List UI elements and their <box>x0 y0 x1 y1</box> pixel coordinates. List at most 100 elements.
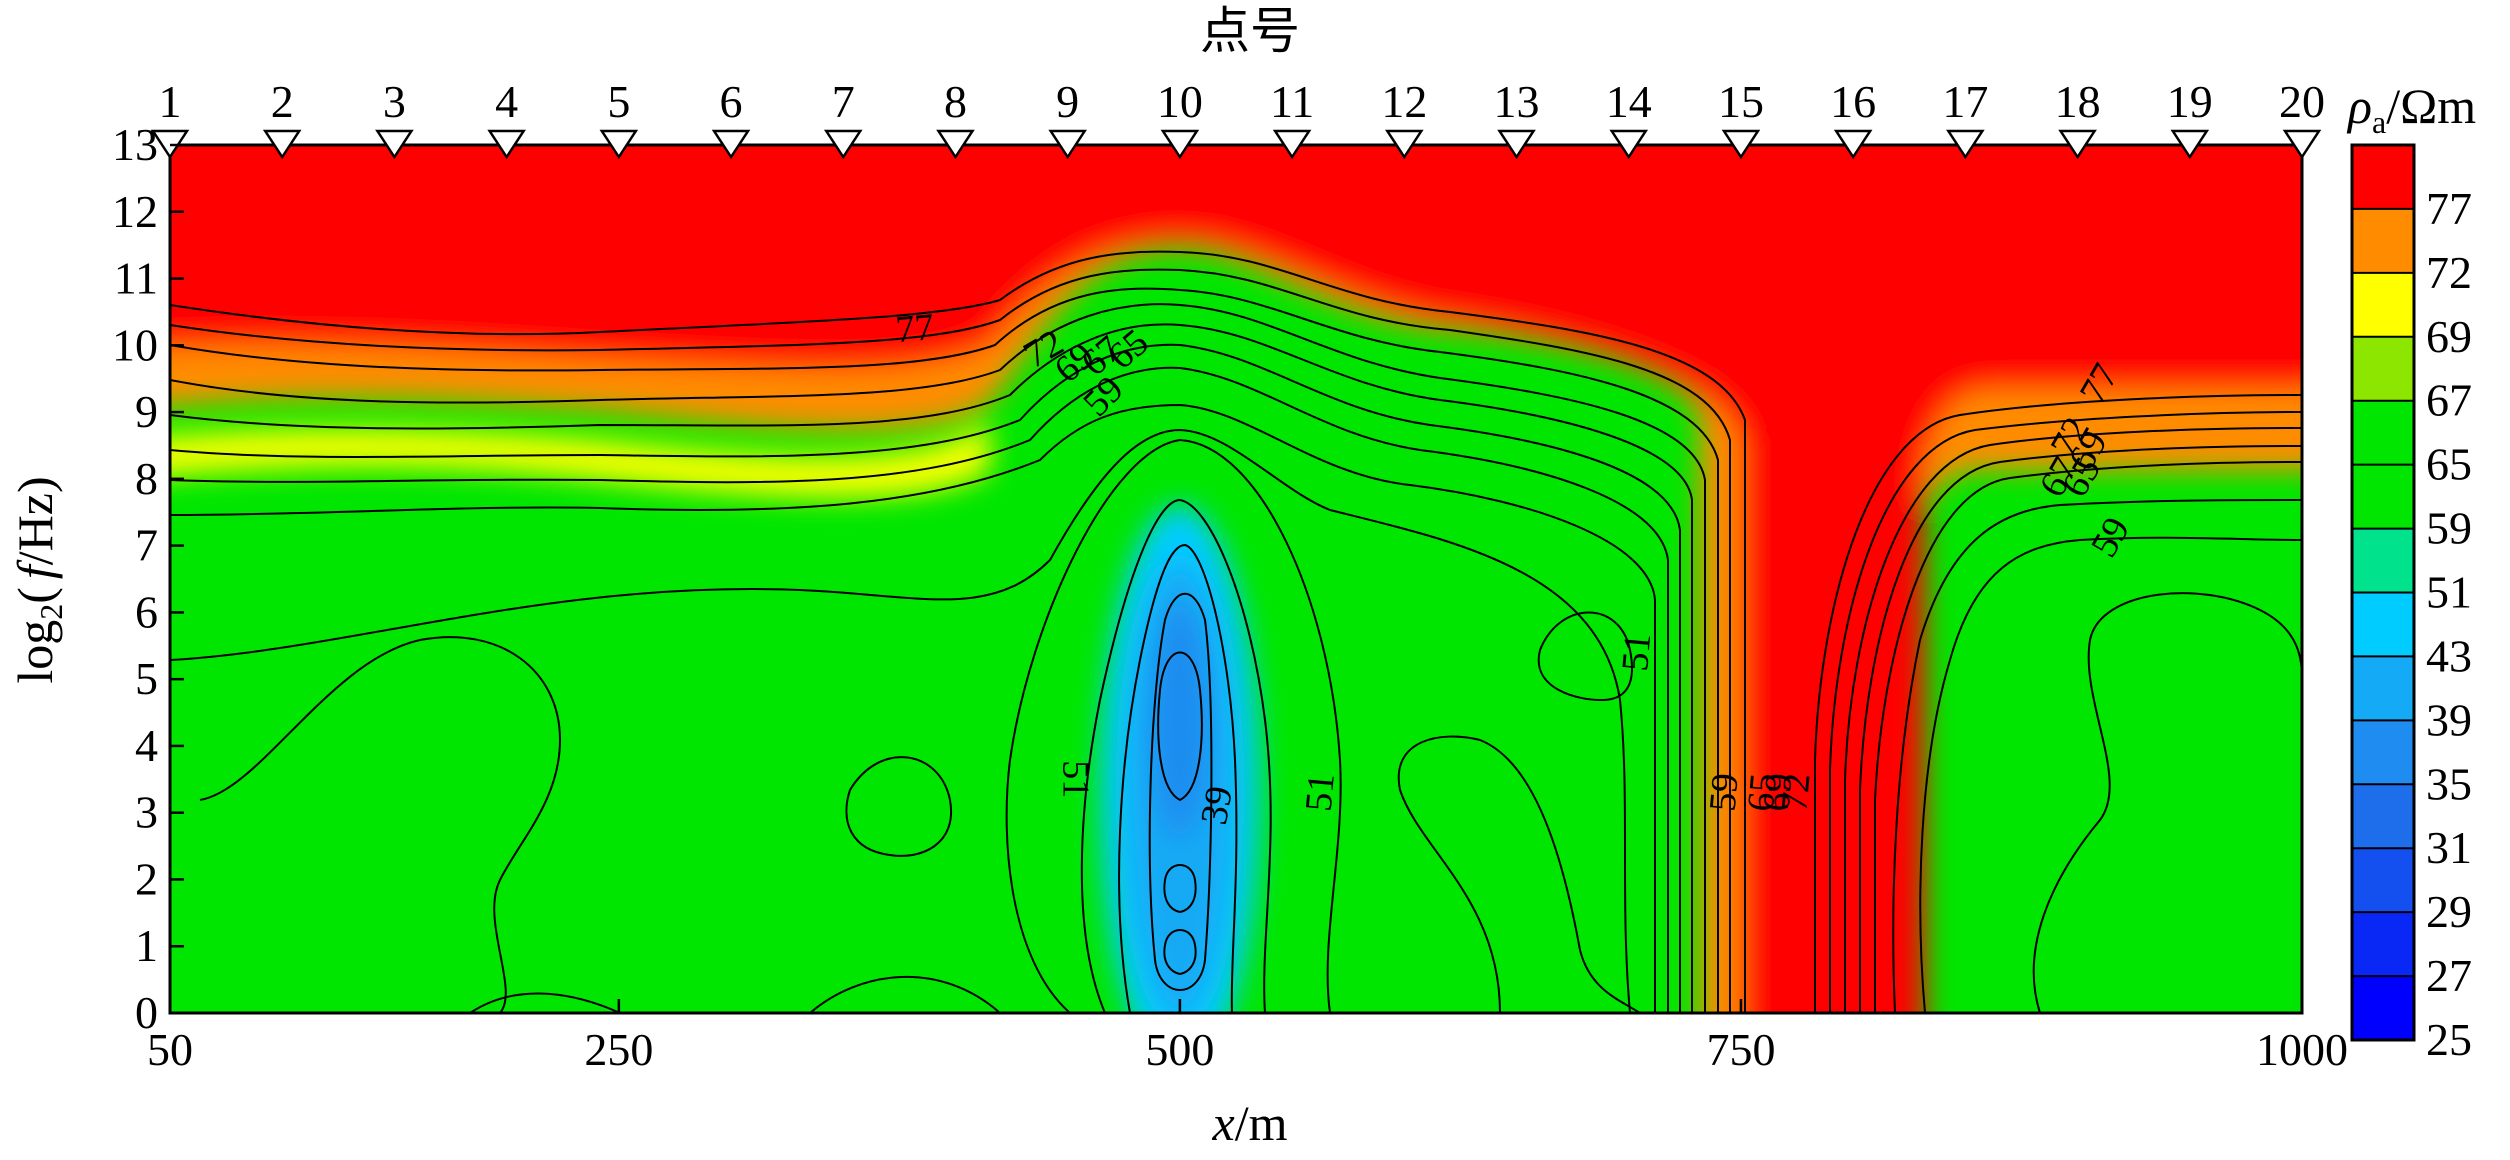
y-tick-label: 12 <box>112 186 158 237</box>
colorbar-swatch <box>2352 720 2414 785</box>
contour-line <box>1148 592 1213 991</box>
colorbar-level-label: 39 <box>2426 694 2472 745</box>
contour-line <box>1537 611 1633 702</box>
colorbar-swatch <box>2352 656 2414 721</box>
colorbar-level-label: 59 <box>2426 503 2472 554</box>
station-marker <box>375 129 414 160</box>
colorbar-level-label: 72 <box>2426 247 2472 298</box>
station-marker <box>1609 129 1649 160</box>
station-marker <box>1272 129 1312 160</box>
x-tick-label: 500 <box>1145 1024 1214 1075</box>
station-marker <box>2170 129 2210 160</box>
colorbar-title-symbol: ρ <box>2346 78 2372 134</box>
station-label: 12 <box>1381 76 1427 127</box>
colorbar-level-label: 31 <box>2426 822 2472 873</box>
high-band-red <box>170 145 2302 1013</box>
colorbar-swatch <box>2352 528 2414 593</box>
colorbar-level-label: 25 <box>2426 1014 2472 1065</box>
colorbar: 25 27 29 31 35 39 43 51 59 65 67 69 72 77 <box>2350 143 2472 1065</box>
plot-frame <box>168 143 2304 1015</box>
colorbar-swatch <box>2352 912 2414 977</box>
y-tick-label: 3 <box>135 787 158 838</box>
field-blobs <box>170 145 2302 1013</box>
y-tick-label: 6 <box>135 586 158 637</box>
colorbar-title: ρa/Ωm <box>2346 78 2476 140</box>
colorbar-level-label: 77 <box>2426 183 2472 234</box>
y-tick-label: 9 <box>135 386 158 437</box>
y-tick-label: 0 <box>135 987 158 1038</box>
x-axis-ticks: 50 250 500 750 1000 <box>147 999 2348 1075</box>
station-marker <box>1385 129 1424 160</box>
contour-line <box>170 403 1656 1013</box>
contour-line <box>170 323 1693 1013</box>
colorbar-level-label: 43 <box>2426 630 2472 681</box>
station-marker <box>599 129 639 160</box>
colorbar-level-label: 35 <box>2426 758 2472 809</box>
y-axis-title-open: ( <box>7 587 63 604</box>
y-tick-label: 4 <box>135 720 158 771</box>
y-axis-title-sub: 2 <box>33 604 69 620</box>
station-label: 17 <box>1942 76 1988 127</box>
yellow-band <box>170 420 990 498</box>
colorbar-frame <box>2350 143 2416 1042</box>
station-marker <box>2058 129 2097 160</box>
station-label: 8 <box>944 76 967 127</box>
colorbar-swatch <box>2352 784 2414 849</box>
station-marker <box>1833 129 1873 160</box>
station-marker <box>262 129 302 160</box>
station-label: 1 <box>159 76 182 127</box>
contour-label: 51 <box>1298 772 1343 814</box>
contour-label: 59 <box>1702 772 1747 814</box>
contour-line <box>1397 735 1641 1013</box>
colorbar-title-unit: /Ωm <box>2386 78 2476 134</box>
x-tick-label: 250 <box>584 1024 653 1075</box>
colorbar-level-label: 67 <box>2426 375 2472 426</box>
station-label: 9 <box>1056 76 1079 127</box>
station-marker <box>711 129 751 160</box>
y-tick-label: 5 <box>135 653 158 704</box>
colorbar-title-sub: a <box>2372 104 2386 140</box>
contour-lines <box>170 250 2302 1013</box>
contour-label: 51 <box>1054 760 1096 798</box>
contour-label: 72 <box>1773 772 1818 814</box>
contour-line <box>170 343 1681 1013</box>
y-tick-label: 13 <box>112 119 158 170</box>
station-label: 4 <box>495 76 518 127</box>
station-label: 16 <box>1830 76 1876 127</box>
colorbar-level-label: 69 <box>2426 311 2472 362</box>
y-tick-label: 8 <box>135 453 158 504</box>
x-tick-label: 50 <box>147 1024 193 1075</box>
contour-line <box>1157 651 1203 802</box>
contour-line <box>1118 543 1238 1013</box>
contour-line <box>1919 536 2302 1013</box>
contour-line <box>1814 394 2302 1013</box>
contour-line <box>170 268 1731 1013</box>
station-label: 11 <box>1270 76 1314 127</box>
contour-line <box>809 976 1001 1013</box>
top-axis-title: 点号 <box>1200 3 1300 59</box>
station-label: 18 <box>2055 76 2101 127</box>
contour-line <box>845 756 953 857</box>
contour-line <box>469 992 621 1013</box>
y-axis-title-main: log <box>7 620 63 684</box>
colorbar-swatch <box>2352 400 2414 465</box>
contour-line <box>1163 864 1197 914</box>
colorbar-level-label: 51 <box>2426 567 2472 618</box>
contour-line <box>1874 461 2302 1013</box>
station-marker <box>1160 129 1200 160</box>
x-axis-title-unit: /m <box>1235 1095 1288 1151</box>
contour-label: 65 <box>1740 772 1785 814</box>
y-axis-title-close: /Hz) <box>7 476 63 565</box>
station-label: 19 <box>2167 76 2213 127</box>
y-axis-title: log2(f/Hz) <box>7 476 69 683</box>
station-marker <box>1721 129 1761 160</box>
contour-label: 77 <box>894 306 936 351</box>
contour-field <box>170 145 2302 1013</box>
station-label: 15 <box>1718 76 1764 127</box>
station-marker <box>1048 129 1087 160</box>
x-tick-label: 750 <box>1706 1024 1775 1075</box>
colorbar-swatch <box>2352 976 2414 1040</box>
colorbar-level-label: 27 <box>2426 950 2472 1001</box>
